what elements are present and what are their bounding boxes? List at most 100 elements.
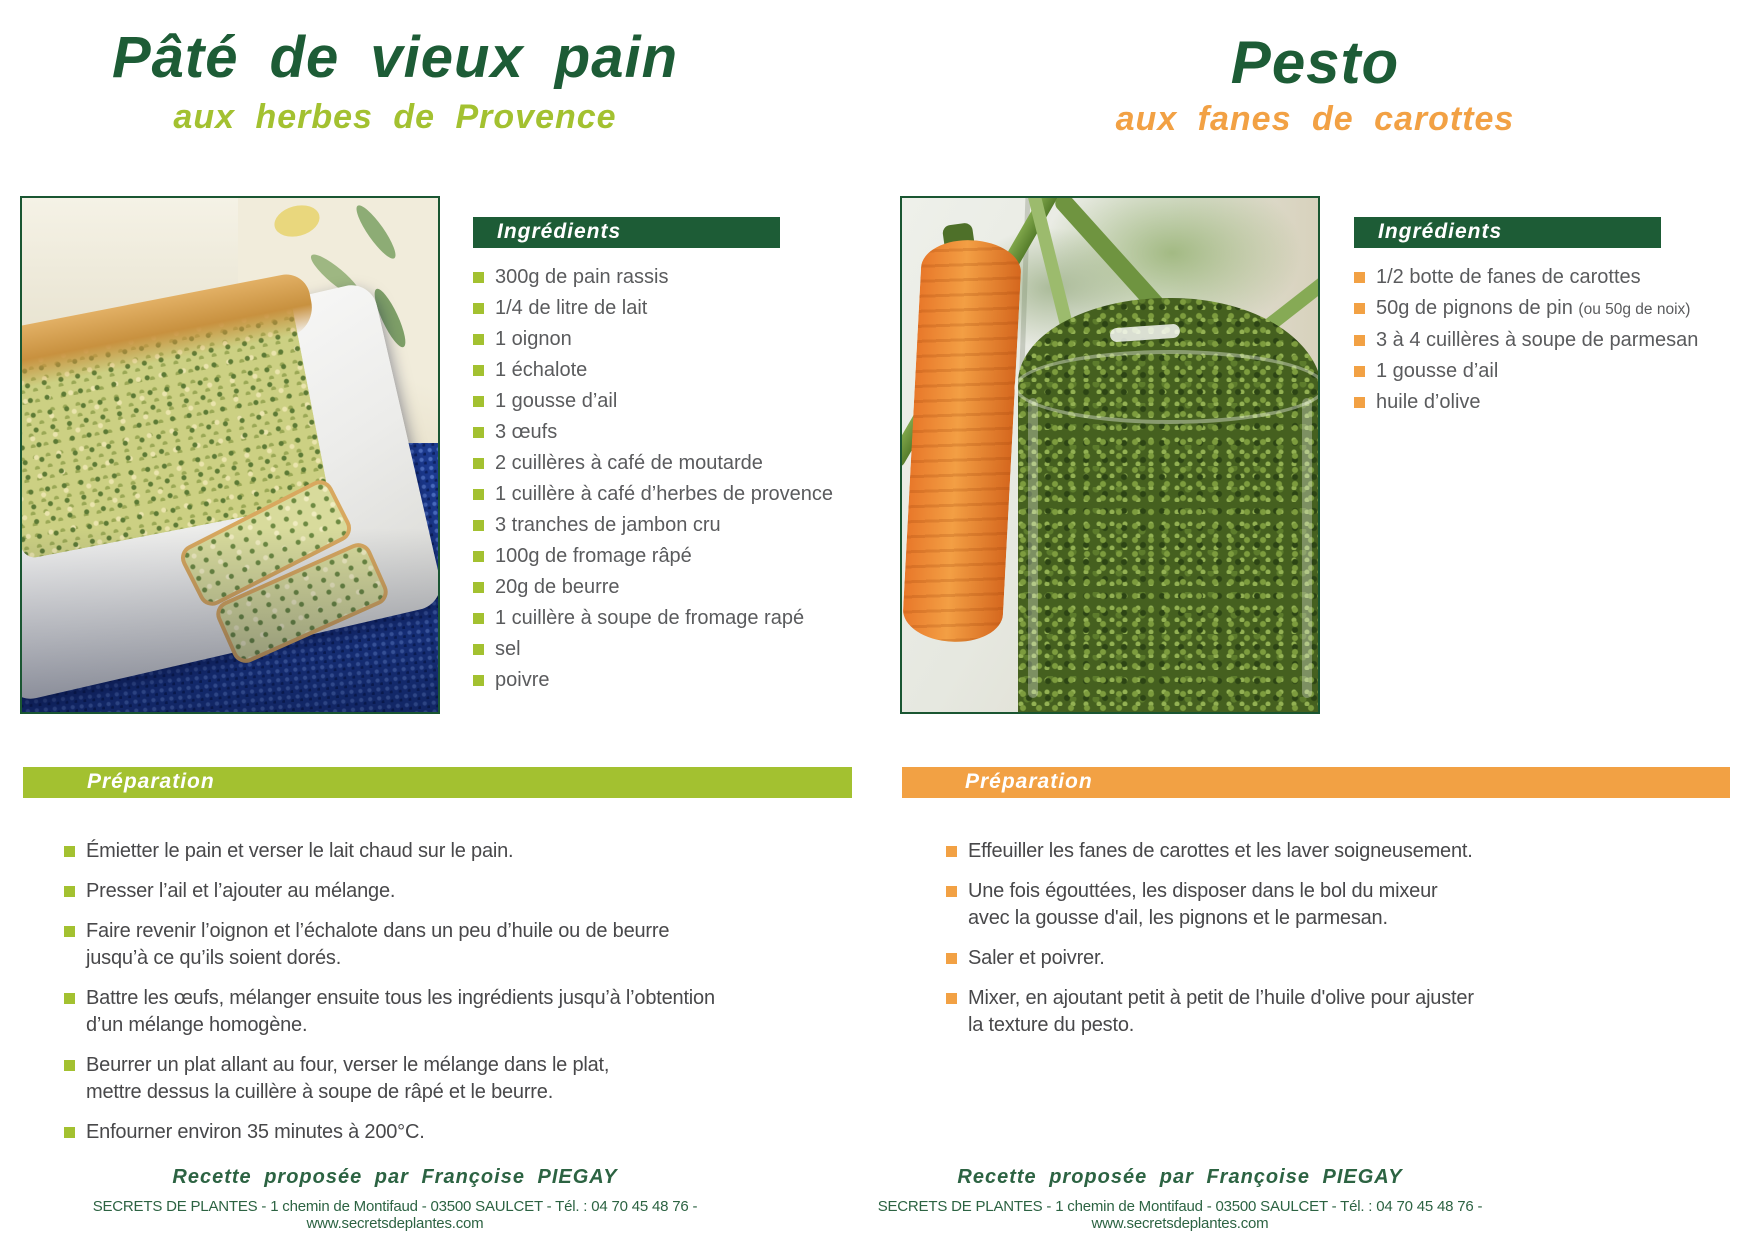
ingredient-text: 1 gousse d’ail — [1376, 360, 1499, 382]
bullet-square — [1354, 272, 1365, 283]
bullet-square — [946, 886, 957, 897]
right-recipe-photo — [900, 196, 1320, 714]
bullet-square — [473, 272, 484, 283]
right-recipe-subtitle: aux fanes de carottes — [1115, 100, 1515, 138]
list-item: 1 gousse d’ail — [473, 391, 833, 412]
bullet-square — [473, 396, 484, 407]
list-item: 1 oignon — [473, 329, 833, 350]
list-item: 2 cuillères à café de moutarde — [473, 453, 833, 474]
step-item: Faire revenir l’oignon et l’échalote dan… — [64, 918, 824, 972]
ingredient-text: 3 à 4 cuillères à soupe de parmesan — [1376, 329, 1699, 351]
step-item: Mixer, en ajoutant petit à petit de l’hu… — [946, 985, 1716, 1039]
ingredient-text: 1 oignon — [495, 328, 572, 350]
list-item: 100g de fromage râpé — [473, 546, 833, 567]
step-text: Presser l’ail et l’ajouter au mélange. — [86, 880, 396, 902]
right-recipe-title: Pesto — [1230, 29, 1400, 96]
step-text: Faire revenir l’oignon et l’échalote dan… — [86, 920, 670, 969]
placemat-shadow-shape — [22, 528, 438, 712]
right-preparation-header: Préparation — [902, 767, 1730, 798]
list-item: poivre — [473, 670, 833, 691]
bullet-square — [64, 926, 75, 937]
glass-rim-shape — [1014, 350, 1318, 424]
bullet-square — [473, 303, 484, 314]
step-text: Effeuiller les fanes de carottes et les … — [968, 840, 1473, 862]
step-text: Émietter le pain et verser le lait chaud… — [86, 840, 514, 862]
step-text: Saler et poivrer. — [968, 947, 1105, 969]
list-item: 1 cuillère à café d’herbes de provence — [473, 484, 833, 505]
left-preparation-header: Préparation — [23, 767, 852, 798]
step-item: Saler et poivrer. — [946, 945, 1716, 972]
bullet-square — [473, 582, 484, 593]
step-text: Une fois égouttées, les disposer dans le… — [968, 880, 1438, 929]
list-item: 1 gousse d’ail — [1354, 361, 1698, 382]
step-item: Presser l’ail et l’ajouter au mélange. — [64, 878, 824, 905]
ingredient-text: 2 cuillères à café de moutarde — [495, 452, 763, 474]
list-item: sel — [473, 639, 833, 660]
right-steps-list: Effeuiller les fanes de carottes et les … — [946, 838, 1716, 1052]
left-ingredients-list: 300g de pain rassis 1/4 de litre de lait… — [473, 267, 833, 701]
ingredient-text: 1/4 de litre de lait — [495, 297, 648, 319]
left-contact-line: SECRETS DE PLANTES - 1 chemin de Montifa… — [92, 1198, 698, 1232]
left-ingredients-header: Ingrédients — [473, 217, 780, 248]
right-ingredients-header: Ingrédients — [1354, 217, 1661, 248]
bullet-square — [473, 551, 484, 562]
bullet-square — [64, 1127, 75, 1138]
bullet-square — [64, 993, 75, 1004]
step-text: Battre les œufs, mélanger ensuite tous l… — [86, 987, 715, 1036]
step-item: Émietter le pain et verser le lait chaud… — [64, 838, 824, 865]
ingredient-text: 300g de pain rassis — [495, 266, 669, 288]
ingredient-text: poivre — [495, 669, 550, 691]
list-item: 1/2 botte de fanes de carottes — [1354, 267, 1698, 288]
bullet-square — [473, 334, 484, 345]
list-item: 20g de beurre — [473, 577, 833, 598]
glass-highlight-shape — [1302, 398, 1312, 698]
right-contact-line: SECRETS DE PLANTES - 1 chemin de Montifa… — [877, 1198, 1483, 1232]
left-recipe-photo — [20, 196, 440, 714]
ingredient-text: sel — [495, 638, 521, 660]
step-item: Battre les œufs, mélanger ensuite tous l… — [64, 985, 824, 1039]
list-item: 50g de pignons de pin (ou 50g de noix) — [1354, 298, 1698, 320]
bullet-square — [473, 489, 484, 500]
ingredient-text: 20g de beurre — [495, 576, 620, 598]
step-text: Enfourner environ 35 minutes à 200°C. — [86, 1121, 425, 1143]
step-item: Beurrer un plat allant au four, verser l… — [64, 1052, 824, 1106]
list-item: 3 œufs — [473, 422, 833, 443]
ingredient-text: huile d’olive — [1376, 391, 1481, 413]
bullet-square — [473, 365, 484, 376]
bullet-square — [473, 613, 484, 624]
step-item: Enfourner environ 35 minutes à 200°C. — [64, 1119, 824, 1146]
ingredient-text: 3 tranches de jambon cru — [495, 514, 721, 536]
ingredient-text: 1 échalote — [495, 359, 588, 381]
bullet-square — [946, 846, 957, 857]
bullet-square — [64, 846, 75, 857]
ingredient-text: 50g de pignons de pin (ou 50g de noix) — [1376, 297, 1691, 319]
bullet-square — [473, 675, 484, 686]
bullet-square — [1354, 397, 1365, 408]
list-item: 300g de pain rassis — [473, 267, 833, 288]
list-item: 3 tranches de jambon cru — [473, 515, 833, 536]
ingredient-text: 1/2 botte de fanes de carottes — [1376, 266, 1641, 288]
ingredient-text: 100g de fromage râpé — [495, 545, 692, 567]
right-recipe-credit: Recette proposée par Françoise PIEGAY — [957, 1166, 1403, 1188]
ingredient-text: 1 cuillère à café d’herbes de provence — [495, 483, 833, 505]
bullet-square — [946, 953, 957, 964]
step-text: Mixer, en ajoutant petit à petit de l’hu… — [968, 987, 1474, 1036]
ingredient-note: (ou 50g de noix) — [1578, 301, 1691, 318]
ingredient-text: 1 cuillère à soupe de fromage rapé — [495, 607, 805, 629]
step-item: Une fois égouttées, les disposer dans le… — [946, 878, 1716, 932]
ingredient-text: 1 gousse d’ail — [495, 390, 618, 412]
list-item: 3 à 4 cuillères à soupe de parmesan — [1354, 330, 1698, 351]
bullet-square — [946, 993, 957, 1004]
left-recipe-subtitle: aux herbes de Provence — [173, 98, 617, 136]
bullet-square — [473, 427, 484, 438]
list-item: 1 échalote — [473, 360, 833, 381]
bullet-square — [1354, 366, 1365, 377]
carrot-shape — [902, 237, 1023, 645]
step-text: Beurrer un plat allant au four, verser l… — [86, 1054, 610, 1103]
bullet-square — [473, 458, 484, 469]
right-ingredients-list: 1/2 botte de fanes de carottes 50g de pi… — [1354, 267, 1698, 423]
bullet-square — [473, 644, 484, 655]
list-item: 1 cuillère à soupe de fromage rapé — [473, 608, 833, 629]
left-recipe-title: Pâté de vieux pain — [111, 25, 679, 90]
